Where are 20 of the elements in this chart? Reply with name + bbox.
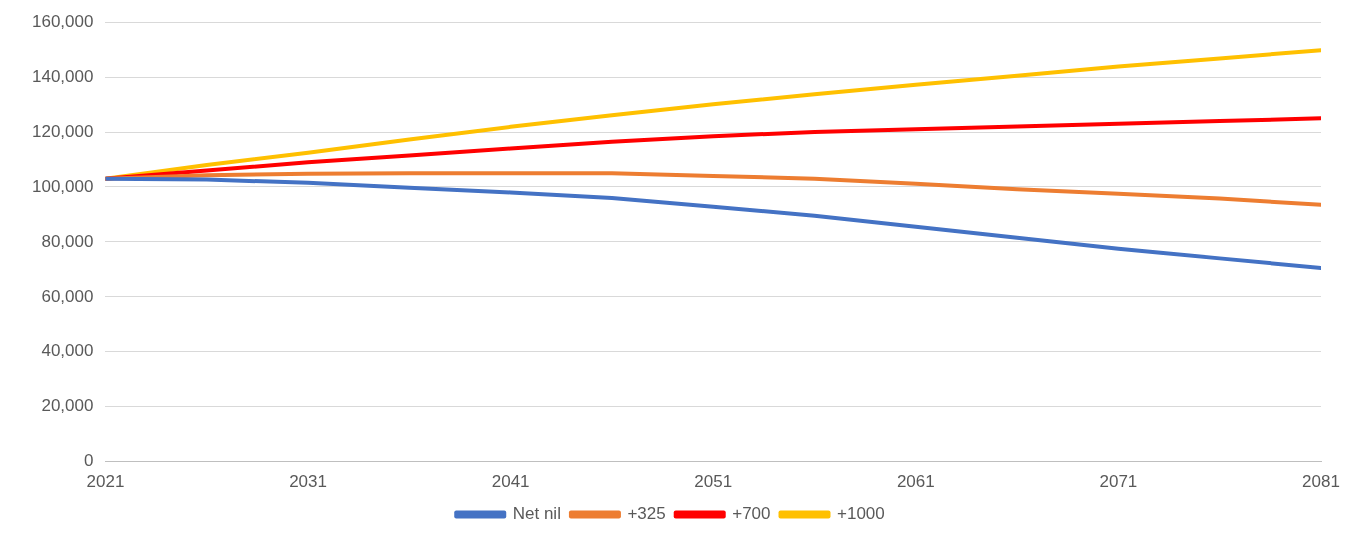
x-tick-label: 2061 bbox=[896, 472, 935, 492]
legend-label: +325 bbox=[627, 504, 666, 524]
y-tick-label: 120,000 bbox=[32, 121, 94, 141]
legend-label: +700 bbox=[732, 504, 771, 524]
y-tick-label: 80,000 bbox=[41, 231, 94, 251]
legend-label: Net nil bbox=[512, 504, 561, 524]
x-tick-label: 2021 bbox=[86, 472, 125, 492]
x-tick-label: 2081 bbox=[1302, 472, 1340, 492]
y-tick-label: 60,000 bbox=[41, 286, 94, 306]
x-tick-label: 2041 bbox=[491, 472, 530, 492]
x-tick-label: 2051 bbox=[694, 472, 733, 492]
y-tick-label: 160,000 bbox=[32, 11, 94, 31]
x-tick-label: 2031 bbox=[289, 472, 327, 492]
y-tick-label: 100,000 bbox=[32, 176, 94, 196]
legend-label: +1000 bbox=[837, 504, 885, 524]
x-tick-label: 2071 bbox=[1099, 472, 1138, 492]
y-tick-label: 40,000 bbox=[41, 341, 94, 361]
y-tick-label: 0 bbox=[83, 451, 94, 471]
y-tick-label: 140,000 bbox=[32, 66, 94, 86]
y-tick-label: 20,000 bbox=[41, 396, 94, 416]
